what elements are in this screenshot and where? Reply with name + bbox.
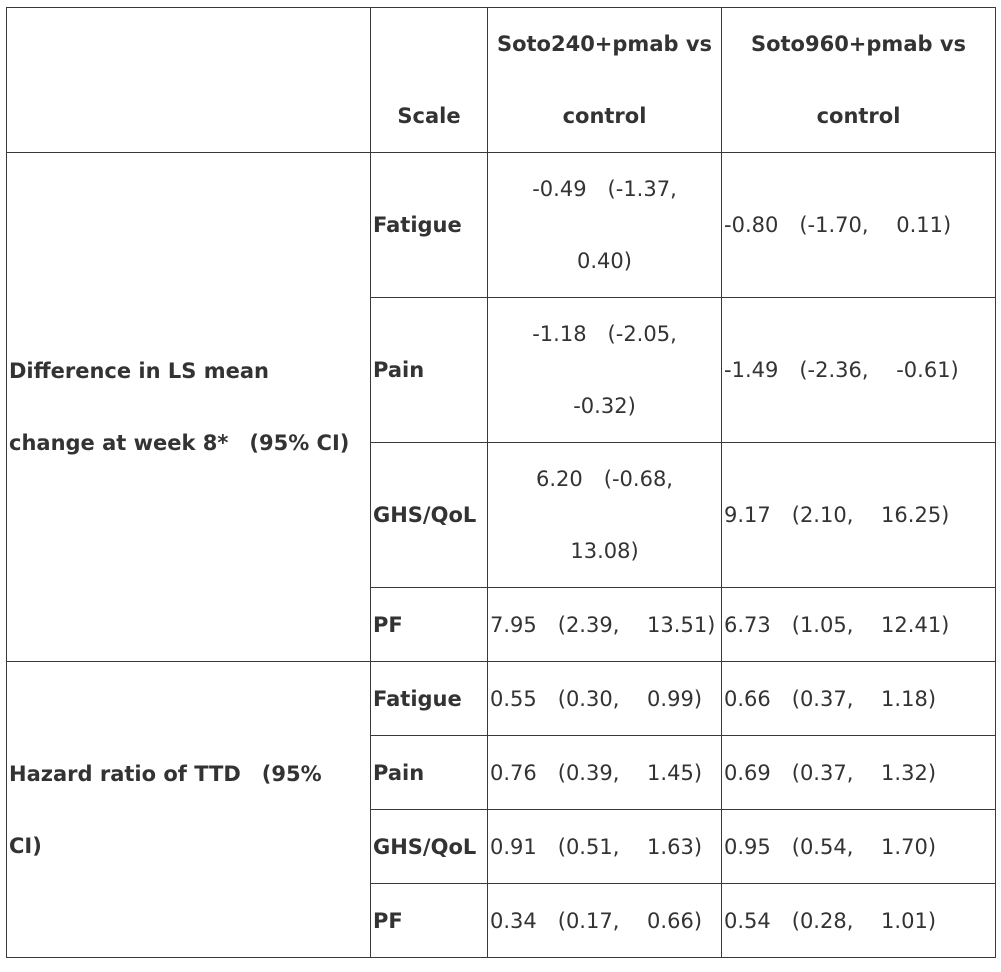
header-scale: Scale <box>370 7 488 153</box>
header-row: Scale Soto240+pmab vs control Soto960+pm… <box>6 7 996 153</box>
scale-cell: Pain <box>370 297 488 443</box>
value-cell-soto240: 0.55 (0.30, 0.99) <box>487 661 722 736</box>
group-label-ls-mean-line2: change at week 8* (95% CI) <box>9 431 350 455</box>
value-line1: -0.49 (-1.37, <box>532 177 677 201</box>
value-cell-soto960: 6.73 (1.05, 12.41) <box>721 587 996 662</box>
header-soto240: Soto240+pmab vs control <box>487 7 722 153</box>
value-cell-soto240: -1.18 (-2.05, -0.32) <box>487 297 722 443</box>
header-soto240-line2: control <box>562 104 647 128</box>
header-soto240-line1: Soto240+pmab vs <box>496 32 713 56</box>
table-row: Hazard ratio of TTD (95% CI) Fatigue 0.5… <box>6 661 996 958</box>
results-table: Scale Soto240+pmab vs control Soto960+pm… <box>6 7 996 958</box>
value-cell-soto240: 0.34 (0.17, 0.66) <box>487 883 722 958</box>
value-cell-soto240: 7.95 (2.39, 13.51) <box>487 587 722 662</box>
value-cell-soto960: -1.49 (-2.36, -0.61) <box>721 297 996 443</box>
table-row: Pain -1.18 (-2.05, -0.32) -1.49 (-2.36, … <box>7 297 996 443</box>
group-label-hazard-ratio: Hazard ratio of TTD (95% CI) <box>6 661 371 958</box>
table-row: Pain 0.76 (0.39, 1.45) 0.69 (0.37, 1.32) <box>7 735 996 810</box>
header-soto960-line1: Soto960+pmab vs <box>750 32 967 56</box>
scale-cell: Fatigue <box>370 661 488 736</box>
value-cell-soto240: 0.91 (0.51, 1.63) <box>487 809 722 884</box>
value-line2: 13.08) <box>570 539 639 563</box>
scale-cell: Fatigue <box>370 152 488 298</box>
group-label-ls-mean: Difference in LS mean change at week 8* … <box>6 152 371 662</box>
table-row: Difference in LS mean change at week 8* … <box>6 152 996 662</box>
header-soto960-line2: control <box>816 104 901 128</box>
scale-cell: GHS/QoL <box>370 809 488 884</box>
value-cell-soto960: 0.54 (0.28, 1.01) <box>721 883 996 958</box>
group-label-hazard-ratio-line2: CI) <box>9 833 42 858</box>
group-label-ls-mean-line1: Difference in LS mean <box>9 359 269 383</box>
scale-cell: PF <box>370 883 488 958</box>
value-cell-soto960: 0.69 (0.37, 1.32) <box>721 735 996 810</box>
value-line1: 6.20 (-0.68, <box>536 467 673 491</box>
value-line2: -0.32) <box>573 394 636 418</box>
scale-cell: PF <box>370 587 488 662</box>
value-cell-soto240: 6.20 (-0.68, 13.08) <box>487 442 722 588</box>
header-soto960: Soto960+pmab vs control <box>721 7 996 153</box>
value-line2: 0.40) <box>577 249 632 273</box>
table-row: GHS/QoL 6.20 (-0.68, 13.08) 9.17 (2.10, … <box>7 442 996 588</box>
value-cell-soto240: 0.76 (0.39, 1.45) <box>487 735 722 810</box>
scale-cell: Pain <box>370 735 488 810</box>
value-cell-soto240: -0.49 (-1.37, 0.40) <box>487 152 722 298</box>
header-empty-cell <box>6 7 371 153</box>
scale-cell: GHS/QoL <box>370 442 488 588</box>
table-row: PF 7.95 (2.39, 13.51) 6.73 (1.05, 12.41) <box>7 587 996 662</box>
table-row: GHS/QoL 0.91 (0.51, 1.63) 0.95 (0.54, 1.… <box>7 809 996 884</box>
group-label-hazard-ratio-line1: Hazard ratio of TTD (95% <box>9 761 322 786</box>
value-cell-soto960: 9.17 (2.10, 16.25) <box>721 442 996 588</box>
value-line1: -1.18 (-2.05, <box>532 322 677 346</box>
value-cell-soto960: 0.66 (0.37, 1.18) <box>721 661 996 736</box>
value-cell-soto960: -0.80 (-1.70, 0.11) <box>721 152 996 298</box>
value-cell-soto960: 0.95 (0.54, 1.70) <box>721 809 996 884</box>
table-row: PF 0.34 (0.17, 0.66) 0.54 (0.28, 1.01) <box>7 883 996 958</box>
